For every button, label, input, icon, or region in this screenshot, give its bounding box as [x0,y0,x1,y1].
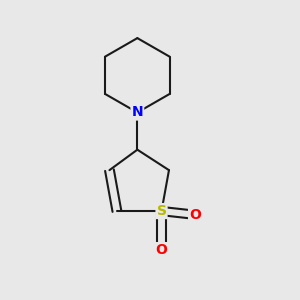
Text: N: N [131,106,143,119]
Text: O: O [156,243,167,257]
Text: S: S [157,204,166,218]
Text: O: O [189,208,201,222]
